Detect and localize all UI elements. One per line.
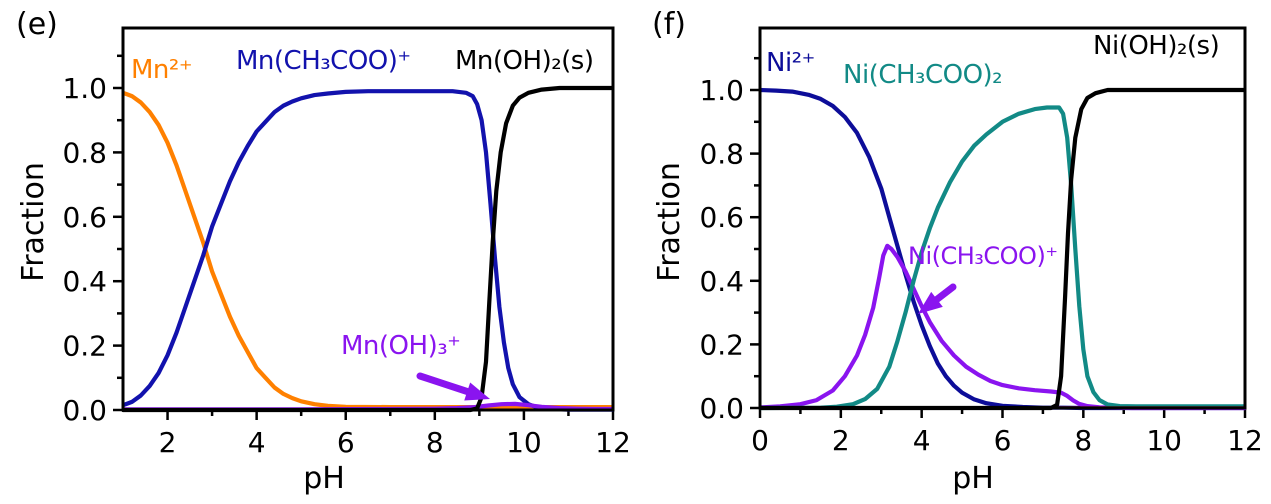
curve-label-mn-trihydroxide: Mn(OH)₃⁺	[341, 331, 461, 361]
panel-f-x-axis-title: pH	[952, 461, 994, 496]
svg-text:0.4: 0.4	[62, 265, 107, 298]
curve-label-mn-hydroxide-solid: Mn(OH)₂(s)	[455, 46, 594, 76]
svg-text:12: 12	[595, 426, 631, 459]
panel-f-y-axis-title: Fraction	[652, 162, 687, 282]
curve-label-mn2plus: Mn²⁺	[131, 55, 193, 85]
svg-text:0.2: 0.2	[62, 330, 107, 363]
svg-text:4: 4	[248, 426, 266, 459]
panel-e-letter: (e)	[16, 7, 58, 42]
svg-text:2: 2	[832, 424, 850, 457]
curve-label-mn-acetate: Mn(CH₃COO)⁺	[236, 46, 411, 76]
panel-f-letter: (f)	[652, 7, 686, 42]
svg-text:4: 4	[913, 424, 931, 457]
svg-text:0.8: 0.8	[62, 136, 107, 169]
curve-label-ni2plus: Ni²⁺	[766, 48, 815, 78]
svg-text:0.0: 0.0	[62, 394, 107, 427]
svg-text:0.6: 0.6	[62, 201, 107, 234]
svg-text:0.4: 0.4	[699, 265, 744, 298]
svg-text:0.8: 0.8	[699, 138, 744, 171]
svg-text:0.6: 0.6	[699, 201, 744, 234]
svg-text:12: 12	[1227, 424, 1263, 457]
svg-text:1.0: 1.0	[62, 72, 107, 105]
svg-text:8: 8	[426, 426, 444, 459]
svg-text:2: 2	[159, 426, 177, 459]
svg-text:8: 8	[1074, 424, 1092, 457]
svg-text:0.2: 0.2	[699, 328, 744, 361]
svg-text:10: 10	[506, 426, 542, 459]
svg-text:0.0: 0.0	[699, 392, 744, 425]
panel-e-x-axis-title: pH	[303, 461, 345, 496]
panel-e-y-axis-title: Fraction	[16, 162, 51, 282]
curve-label-ni-diacetate: Ni(CH₃COO)₂	[843, 60, 1003, 90]
svg-text:6: 6	[337, 426, 355, 459]
svg-text:1.0: 1.0	[699, 74, 744, 107]
svg-text:10: 10	[1146, 424, 1182, 457]
curve-label-ni-monoacetate: Ni(CH₃COO)⁺	[908, 242, 1058, 270]
curve-label-ni-hydroxide-solid: Ni(OH)₂(s)	[1093, 31, 1220, 61]
svg-text:0: 0	[751, 424, 769, 457]
svg-text:6: 6	[994, 424, 1012, 457]
